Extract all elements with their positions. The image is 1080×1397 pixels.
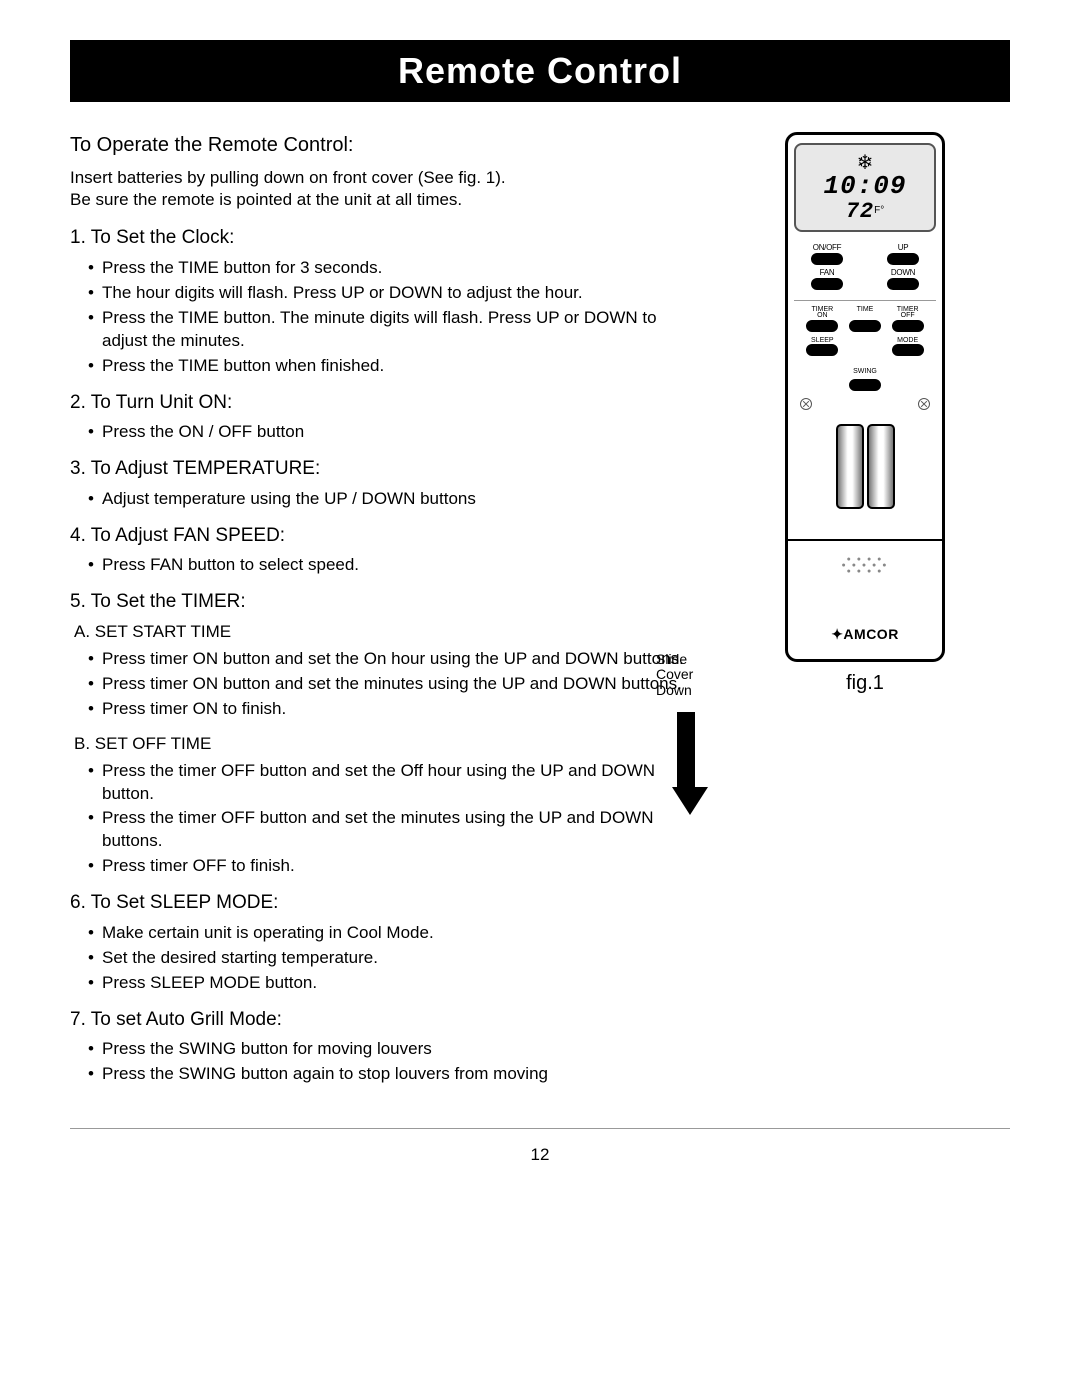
time-button — [849, 320, 881, 332]
section-fan-heading: 4. To Adjust FAN SPEED: — [70, 523, 700, 549]
list-item: Press the TIME button for 3 seconds. — [88, 257, 700, 280]
list-item: Press the TIME button. The minute digits… — [88, 307, 700, 353]
list-item: Adjust temperature using the UP / DOWN b… — [88, 488, 700, 511]
section-turnon-heading: 2. To Turn Unit ON: — [70, 390, 700, 416]
list-item: Press the TIME button when finished. — [88, 355, 700, 378]
section-temp-list: Adjust temperature using the UP / DOWN b… — [70, 488, 700, 511]
lcd-temp-unit: F° — [874, 205, 884, 216]
onoff-label: ON/OFF — [804, 244, 850, 252]
intro-heading: To Operate the Remote Control: — [70, 132, 700, 159]
timer-off-label-2: OFF — [887, 313, 928, 319]
onoff-button — [811, 253, 843, 265]
remote-cover: ● ● ● ●● ● ● ● ●● ● ● ● ✦AMCOR — [788, 539, 942, 659]
list-item: Press SLEEP MODE button. — [88, 972, 700, 995]
swing-label: SWING — [853, 369, 877, 375]
section-grill-heading: 7. To set Auto Grill Mode: — [70, 1007, 700, 1033]
speaker-dots-icon: ● ● ● ●● ● ● ● ●● ● ● ● — [796, 557, 934, 576]
mode-button — [892, 344, 924, 356]
button-grid-top: ON/OFF UP FAN DOWN — [794, 240, 936, 294]
snowflake-icon: ❄ — [800, 153, 930, 173]
battery-icon — [867, 424, 895, 509]
instructions-column: To Operate the Remote Control: Insert ba… — [70, 132, 700, 1098]
timer-sub-b-list: Press the timer OFF button and set the O… — [70, 760, 700, 879]
section-sleep-heading: 6. To Set SLEEP MODE: — [70, 890, 700, 916]
fan-button — [811, 278, 843, 290]
remote-diagram: ❄ 10:09 72F° ON/OFF UP FAN DOWN TIMERON … — [785, 132, 945, 662]
list-item: Press the timer OFF button and set the m… — [88, 807, 700, 853]
list-item: Press timer ON button and set the On hou… — [88, 648, 700, 671]
lcd-time: 10:09 — [800, 173, 930, 199]
timer-sub-a-list: Press timer ON button and set the On hou… — [70, 648, 700, 721]
page-footer: 12 — [70, 1128, 1010, 1165]
list-item: Press FAN button to select speed. — [88, 554, 700, 577]
swing-button — [849, 379, 881, 391]
list-item: Press timer OFF to finish. — [88, 855, 700, 878]
intro-body: Insert batteries by pulling down on fron… — [70, 167, 700, 211]
down-button — [887, 278, 919, 290]
slide-cover-label: Slide Cover Down — [656, 652, 693, 698]
timer-on-button — [806, 320, 838, 332]
section-fan-list: Press FAN button to select speed. — [70, 554, 700, 577]
timer-on-label-2: ON — [802, 313, 843, 319]
remote-lcd: ❄ 10:09 72F° — [794, 143, 936, 232]
list-item: Press timer ON button and set the minute… — [88, 673, 700, 696]
sleep-mode-row: SLEEP MODE — [794, 334, 936, 358]
section-turnon-list: Press the ON / OFF button — [70, 421, 700, 444]
battery-icon — [836, 424, 864, 509]
timer-sub-b-heading: B. SET OFF TIME — [74, 733, 700, 756]
figure-column: ❄ 10:09 72F° ON/OFF UP FAN DOWN TIMERON … — [720, 132, 1010, 1098]
screw-icon — [800, 398, 812, 410]
lcd-temp: 72 — [846, 199, 874, 224]
list-item: Press the timer OFF button and set the O… — [88, 760, 700, 806]
mode-label: MODE — [887, 338, 928, 344]
down-label: DOWN — [880, 269, 926, 277]
page-number: 12 — [531, 1145, 550, 1164]
list-item: Press timer ON to finish. — [88, 698, 700, 721]
list-item: Press the SWING button again to stop lou… — [88, 1063, 700, 1086]
screw-icon — [918, 398, 930, 410]
list-item: Make certain unit is operating in Cool M… — [88, 922, 700, 945]
timer-off-button — [892, 320, 924, 332]
intro-line-1: Insert batteries by pulling down on fron… — [70, 168, 506, 187]
up-label: UP — [880, 244, 926, 252]
section-clock-heading: 1. To Set the Clock: — [70, 225, 700, 251]
content-wrapper: To Operate the Remote Control: Insert ba… — [70, 132, 1010, 1098]
section-temp-heading: 3. To Adjust TEMPERATURE: — [70, 456, 700, 482]
list-item: Press the SWING button for moving louver… — [88, 1038, 700, 1061]
brand-label: ✦AMCOR — [796, 626, 934, 643]
list-item: Set the desired starting temperature. — [88, 947, 700, 970]
section-grill-list: Press the SWING button for moving louver… — [70, 1038, 700, 1086]
fan-label: FAN — [804, 269, 850, 277]
section-sleep-list: Make certain unit is operating in Cool M… — [70, 922, 700, 995]
intro-line-2: Be sure the remote is pointed at the uni… — [70, 190, 462, 209]
list-item: The hour digits will flash. Press UP or … — [88, 282, 700, 305]
up-button — [887, 253, 919, 265]
page-header: Remote Control — [70, 40, 1010, 102]
timer-button-row: TIMERON TIME TIMEROFF — [794, 300, 936, 334]
timer-sub-a-heading: A. SET START TIME — [74, 621, 700, 644]
down-arrow-icon — [672, 712, 700, 815]
list-item: Press the ON / OFF button — [88, 421, 700, 444]
screw-row — [794, 398, 936, 410]
section-timer-heading: 5. To Set the TIMER: — [70, 589, 700, 615]
battery-compartment — [794, 424, 936, 509]
figure-label: fig.1 — [720, 672, 1010, 695]
sleep-button — [806, 344, 838, 356]
section-clock-list: Press the TIME button for 3 seconds. The… — [70, 257, 700, 378]
sleep-label: SLEEP — [802, 338, 843, 344]
